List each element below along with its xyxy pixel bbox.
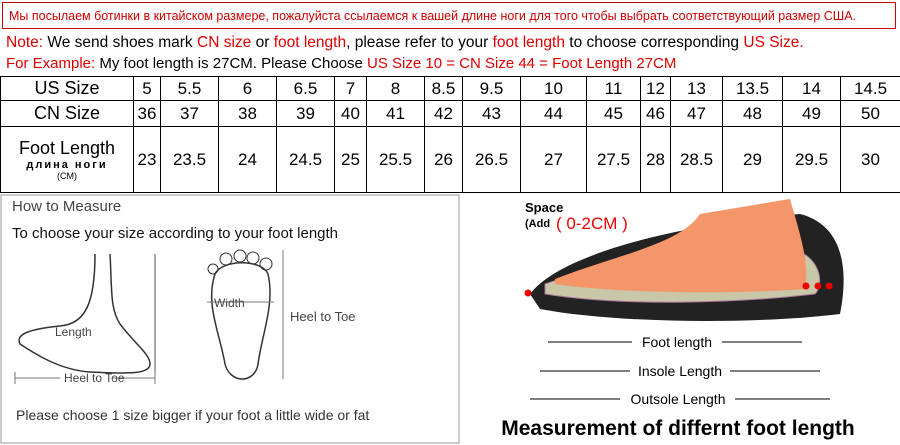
size-cell: 36 bbox=[133, 100, 161, 127]
size-cell: 45 bbox=[586, 100, 641, 127]
label: Heel to Toe bbox=[290, 309, 356, 324]
size-cell: 13 bbox=[670, 76, 723, 101]
measure-title: How to Measure bbox=[12, 198, 121, 215]
size-cell: 29 bbox=[722, 126, 783, 193]
size-cell: 40 bbox=[334, 100, 367, 127]
size-cell: 41 bbox=[366, 100, 425, 127]
label: Length bbox=[55, 325, 92, 339]
caption: Measurement of differnt foot length bbox=[501, 417, 855, 440]
table-row: CN Size 36 37 38 39 40 41 42 43 44 45 46 47 48 49 50 bbox=[0, 100, 900, 127]
table-row: US Size 5 5.5 6 6.5 7 8 8.5 9.5 10 11 12 13 13.5 14 14.… bbox=[0, 76, 900, 101]
text: For Example: bbox=[6, 55, 96, 72]
size-cell: 28.5 bbox=[670, 126, 723, 193]
size-cell: 14 bbox=[782, 76, 841, 101]
size-cell: 6 bbox=[218, 76, 277, 101]
size-cell: 43 bbox=[462, 100, 521, 127]
label: CN Size bbox=[33, 103, 100, 123]
size-cell: 27.5 bbox=[586, 126, 641, 193]
text: , please refer to your bbox=[346, 34, 489, 51]
size-cell: 8.5 bbox=[424, 76, 463, 101]
label: Width bbox=[214, 296, 245, 310]
size-cell: 5 bbox=[133, 76, 161, 101]
size-cell: 6.5 bbox=[276, 76, 335, 101]
size-cell: 47 bbox=[670, 100, 723, 127]
size-cell: 26 bbox=[424, 126, 463, 193]
size-cell: 48 bbox=[722, 100, 783, 127]
text: foot length bbox=[273, 34, 347, 51]
example-line: For Example: My foot length is 27CM. Ple… bbox=[6, 55, 676, 72]
size-cell: 23.5 bbox=[160, 126, 219, 193]
label: Foot length bbox=[642, 334, 712, 350]
size-cell: 42 bbox=[424, 100, 463, 127]
size-cell: 28 bbox=[640, 126, 671, 193]
size-cell: 7 bbox=[334, 76, 367, 101]
label: Heel to Toe bbox=[64, 371, 125, 385]
size-cell: 37 bbox=[160, 100, 219, 127]
unit: (CM) bbox=[57, 171, 77, 181]
row-label: CN Size bbox=[0, 100, 134, 127]
size-cell: 39 bbox=[276, 100, 335, 127]
size-cell: 9.5 bbox=[462, 76, 521, 101]
row-label: Foot Length длина ноги (CM) bbox=[0, 126, 134, 193]
size-cell: 44 bbox=[520, 100, 587, 127]
measure-subtitle: To choose your size according to your fo… bbox=[12, 225, 338, 242]
size-cell: 50 bbox=[840, 100, 900, 127]
size-cell: 13.5 bbox=[722, 76, 783, 101]
label: Outsole Length bbox=[631, 391, 726, 407]
size-cell: 8 bbox=[366, 76, 425, 101]
text: US Size 10 = CN Size 44 = Foot Length 27… bbox=[367, 55, 677, 72]
label: Space bbox=[525, 200, 563, 215]
text: We send shoes mark bbox=[47, 34, 193, 51]
size-cell: 12 bbox=[640, 76, 671, 101]
label: (Add bbox=[525, 218, 550, 230]
size-cell: 23 bbox=[133, 126, 161, 193]
text: foot length bbox=[492, 34, 565, 51]
size-table: US Size 5 5.5 6 6.5 7 8 8.5 9.5 10 11 12 13 13.5 14 14.… bbox=[0, 76, 900, 193]
label: Insole Length bbox=[638, 363, 722, 379]
label: ( 0-2CM ) bbox=[556, 214, 628, 233]
size-cell: 11 bbox=[586, 76, 641, 101]
size-cell: 24.5 bbox=[276, 126, 335, 193]
measure-footnote: Please choose 1 size bigger if your foot… bbox=[16, 407, 369, 423]
text: CN size bbox=[197, 34, 252, 51]
size-cell: 27 bbox=[520, 126, 587, 193]
size-cell: 14.5 bbox=[840, 76, 900, 101]
text: My foot length is 27CM. Please Choose bbox=[99, 55, 363, 72]
size-cell: 49 bbox=[782, 100, 841, 127]
text: Note: bbox=[6, 34, 44, 51]
text: or bbox=[255, 34, 270, 51]
note-line: Note: We send shoes mark CN size or foot… bbox=[6, 34, 804, 52]
text: to choose corresponding bbox=[569, 34, 740, 51]
size-cell: 26.5 bbox=[462, 126, 521, 193]
label: US Size bbox=[34, 78, 100, 98]
measure-illustrations: How to Measure To choose your size accor… bbox=[0, 194, 855, 444]
size-cell: 30 bbox=[840, 126, 900, 193]
russian-note: Мы посылаем ботинки в китайском размере,… bbox=[2, 2, 896, 29]
size-cell: 29.5 bbox=[782, 126, 841, 193]
row-label: US Size bbox=[0, 76, 134, 101]
size-cell: 38 bbox=[218, 100, 277, 127]
text: US Size. bbox=[743, 34, 804, 51]
size-cell: 46 bbox=[640, 100, 671, 127]
size-cell: 25.5 bbox=[366, 126, 425, 193]
size-cell: 24 bbox=[218, 126, 277, 193]
label: Foot Length bbox=[18, 138, 116, 158]
size-cell: 25 bbox=[334, 126, 367, 193]
sublabel: длина ноги bbox=[26, 159, 108, 171]
size-cell: 10 bbox=[520, 76, 587, 101]
size-cell: 5.5 bbox=[160, 76, 219, 101]
table-row: Foot Length длина ноги (CM) 23 23.5 24 24.5 25 2… bbox=[0, 126, 900, 193]
